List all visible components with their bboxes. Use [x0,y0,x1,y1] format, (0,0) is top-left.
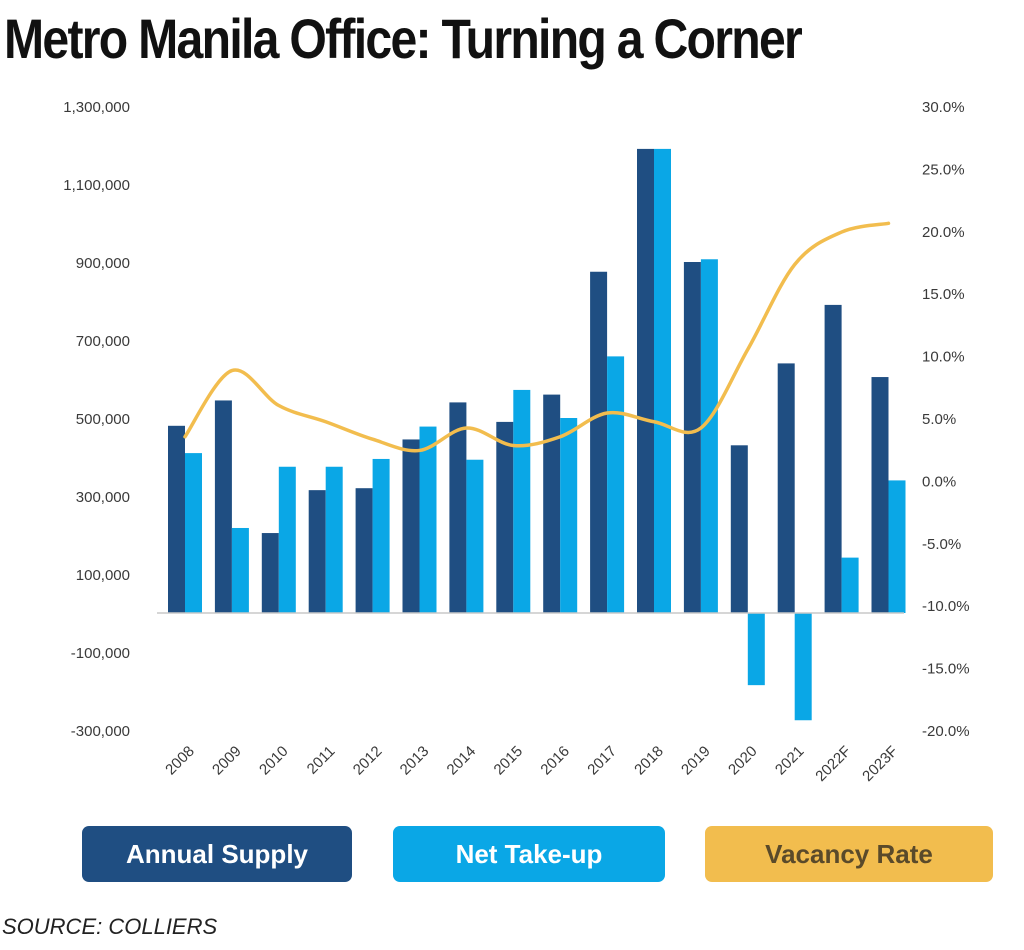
y-right-tick-label: 25.0% [922,161,965,178]
point-vacancy-rate [278,405,280,407]
y-left-tick-label: 500,000 [76,411,130,428]
bar-net-take-up [794,613,812,721]
bar-annual-supply [543,394,561,613]
point-vacancy-rate [794,263,796,265]
point-vacancy-rate [559,436,561,438]
bar-net-take-up [325,466,343,613]
bar-net-take-up [372,458,390,613]
source-note: SOURCE: COLLIERS [2,914,218,939]
bar-net-take-up [513,389,531,613]
bar-annual-supply [683,262,701,613]
x-tick-label: 2008 [162,743,198,779]
bar-net-take-up [607,356,625,613]
x-tick-label: 2011 [304,743,339,778]
bar-annual-supply [824,304,842,613]
y-right-tick-label: -20.0% [922,723,970,740]
y-left-tick-label: -100,000 [71,645,130,662]
x-tick-label: 2015 [491,743,527,779]
x-tick-label: 2017 [584,743,620,779]
y-left-tick-label: 100,000 [76,567,130,584]
bar-annual-supply [777,363,795,613]
point-vacancy-rate [231,370,233,372]
x-tick-label: 2020 [725,743,761,779]
x-tick-label: 2016 [537,743,573,779]
point-vacancy-rate [325,421,327,423]
bar-net-take-up [560,418,578,613]
y-right-tick-label: 15.0% [922,286,965,303]
bar-annual-supply [730,445,748,613]
point-vacancy-rate [888,222,889,224]
legend-label-vacancy-rate: Vacancy Rate [765,838,933,869]
y-left-tick-label: 700,000 [76,333,130,350]
y-left-tick-label: 1,300,000 [63,99,130,116]
bar-net-take-up [700,259,718,613]
legend-net-take-up: Net Take-up [393,826,665,882]
point-vacancy-rate [465,427,467,429]
bar-net-take-up [654,148,671,613]
bar-net-take-up [419,426,437,613]
point-vacancy-rate [747,348,749,350]
y-right-tick-label: 5.0% [922,411,956,428]
bar-net-take-up [185,453,202,613]
line-vacancy-rate [183,221,891,453]
legend-annual-supply: Annual Supply [82,826,352,882]
x-tick-label: 2021 [772,743,808,779]
y-right-tick-label: -10.0% [922,598,970,615]
x-tick-label: 2009 [209,743,245,779]
bar-net-take-up [841,557,859,613]
bar-annual-supply [496,421,514,613]
x-tick-label: 2014 [444,743,480,779]
chart-title: Metro Manila Office: Turning a Corner [4,7,803,70]
chart-plot: 1,300,000 1,100,000 900,000 700,000 500,000 3… [63,99,970,785]
x-tick-label: 2019 [678,743,714,779]
y-right-tick-label: 30.0% [922,99,965,116]
bar-annual-supply [871,377,889,613]
bar-annual-supply [261,533,279,613]
bar-annual-supply [168,425,185,613]
y-right-tick-label: 0.0% [922,473,956,490]
x-tick-label: 2022F [812,743,854,785]
y-left-tick-label: 900,000 [76,255,130,272]
bar-net-take-up [747,613,765,686]
legend-vacancy-rate: Vacancy Rate [705,826,993,882]
bar-annual-supply [637,148,654,613]
y-right-tick-label: -5.0% [922,536,961,553]
bar-annual-supply [308,490,326,613]
point-vacancy-rate [841,231,843,233]
legend-label-net-take-up: Net Take-up [455,838,603,869]
point-vacancy-rate [512,444,514,446]
bar-net-take-up [888,480,906,613]
bar-net-take-up [278,466,296,613]
y-right-tick-label: -15.0% [922,661,970,678]
legend-label-annual-supply: Annual Supply [126,838,308,869]
x-tick-label: 2012 [350,743,386,779]
bar-annual-supply [449,402,467,613]
y-left-tick-label: -300,000 [71,723,130,740]
bar-annual-supply [590,271,608,613]
x-tick-label: 2010 [256,743,292,779]
bar-annual-supply [214,400,232,613]
y-left-tick-label: 300,000 [76,489,130,506]
bar-annual-supply [355,488,373,613]
point-vacancy-rate [372,438,374,440]
x-tick-label: 2023F [859,743,901,785]
bar-net-take-up [466,459,484,613]
bar-annual-supply [402,439,420,613]
point-vacancy-rate [184,436,186,438]
x-tick-label: 2013 [397,743,433,779]
point-vacancy-rate [419,449,420,451]
point-vacancy-rate [700,427,702,429]
point-vacancy-rate [606,412,608,414]
y-right-tick-label: 10.0% [922,349,965,366]
point-vacancy-rate [653,421,655,423]
x-tick-label: 2018 [631,743,667,779]
y-left-tick-label: 1,100,000 [63,177,130,194]
bar-net-take-up [231,527,249,613]
y-right-tick-label: 20.0% [922,224,965,241]
